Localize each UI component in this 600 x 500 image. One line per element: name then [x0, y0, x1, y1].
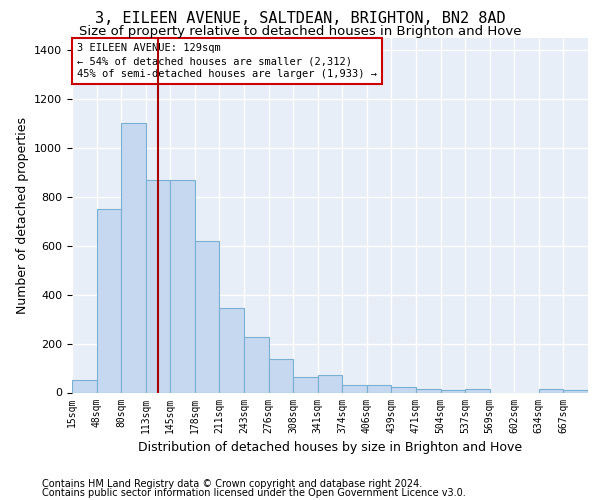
Y-axis label: Number of detached properties: Number of detached properties: [16, 116, 29, 314]
Text: Contains public sector information licensed under the Open Government Licence v3: Contains public sector information licen…: [42, 488, 466, 498]
Bar: [563, 390, 588, 392]
Bar: [367, 385, 391, 392]
Bar: [97, 209, 121, 392]
Text: Contains HM Land Registry data © Crown copyright and database right 2024.: Contains HM Land Registry data © Crown c…: [42, 479, 422, 489]
Text: Size of property relative to detached houses in Brighton and Hove: Size of property relative to detached ho…: [79, 25, 521, 38]
Bar: [195, 240, 220, 392]
Bar: [170, 180, 195, 392]
Text: 3, EILEEN AVENUE, SALTDEAN, BRIGHTON, BN2 8AD: 3, EILEEN AVENUE, SALTDEAN, BRIGHTON, BN…: [95, 11, 505, 26]
Bar: [146, 180, 170, 392]
Bar: [244, 338, 269, 392]
Bar: [391, 387, 416, 392]
Bar: [293, 376, 318, 392]
Bar: [269, 360, 293, 392]
Bar: [465, 389, 490, 392]
Bar: [72, 380, 97, 392]
Bar: [220, 308, 244, 392]
X-axis label: Distribution of detached houses by size in Brighton and Hove: Distribution of detached houses by size …: [138, 441, 522, 454]
Text: 3 EILEEN AVENUE: 129sqm
← 54% of detached houses are smaller (2,312)
45% of semi: 3 EILEEN AVENUE: 129sqm ← 54% of detache…: [77, 43, 377, 79]
Bar: [121, 123, 146, 392]
Bar: [342, 385, 367, 392]
Bar: [539, 389, 563, 392]
Bar: [318, 376, 342, 392]
Bar: [416, 389, 440, 392]
Bar: [440, 390, 465, 392]
